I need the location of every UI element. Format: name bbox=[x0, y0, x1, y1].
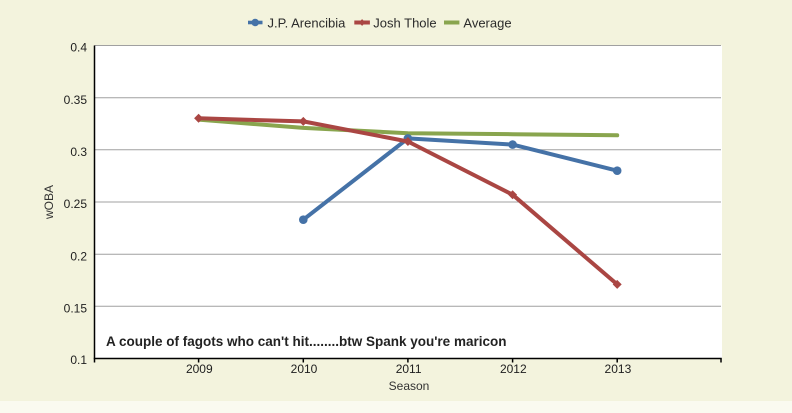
svg-text:J.P. Arencibia: J.P. Arencibia bbox=[268, 16, 347, 31]
svg-text:Season: Season bbox=[389, 379, 430, 393]
svg-text:0.35: 0.35 bbox=[64, 93, 88, 107]
svg-text:A couple of fagots who can't h: A couple of fagots who can't hit........… bbox=[106, 334, 506, 349]
svg-text:2012: 2012 bbox=[500, 362, 527, 376]
svg-text:wOBA: wOBA bbox=[42, 185, 56, 220]
svg-text:2010: 2010 bbox=[291, 362, 318, 376]
svg-text:0.4: 0.4 bbox=[70, 41, 87, 55]
svg-text:Josh Thole: Josh Thole bbox=[373, 16, 436, 31]
svg-text:2009: 2009 bbox=[186, 362, 213, 376]
svg-text:0.2: 0.2 bbox=[70, 249, 87, 263]
svg-text:0.15: 0.15 bbox=[64, 302, 88, 316]
svg-text:2013: 2013 bbox=[605, 362, 632, 376]
svg-text:0.3: 0.3 bbox=[70, 145, 87, 159]
svg-text:Average: Average bbox=[463, 16, 511, 31]
svg-text:0.1: 0.1 bbox=[70, 353, 87, 367]
svg-text:2011: 2011 bbox=[396, 362, 422, 376]
svg-text:0.25: 0.25 bbox=[64, 197, 88, 211]
